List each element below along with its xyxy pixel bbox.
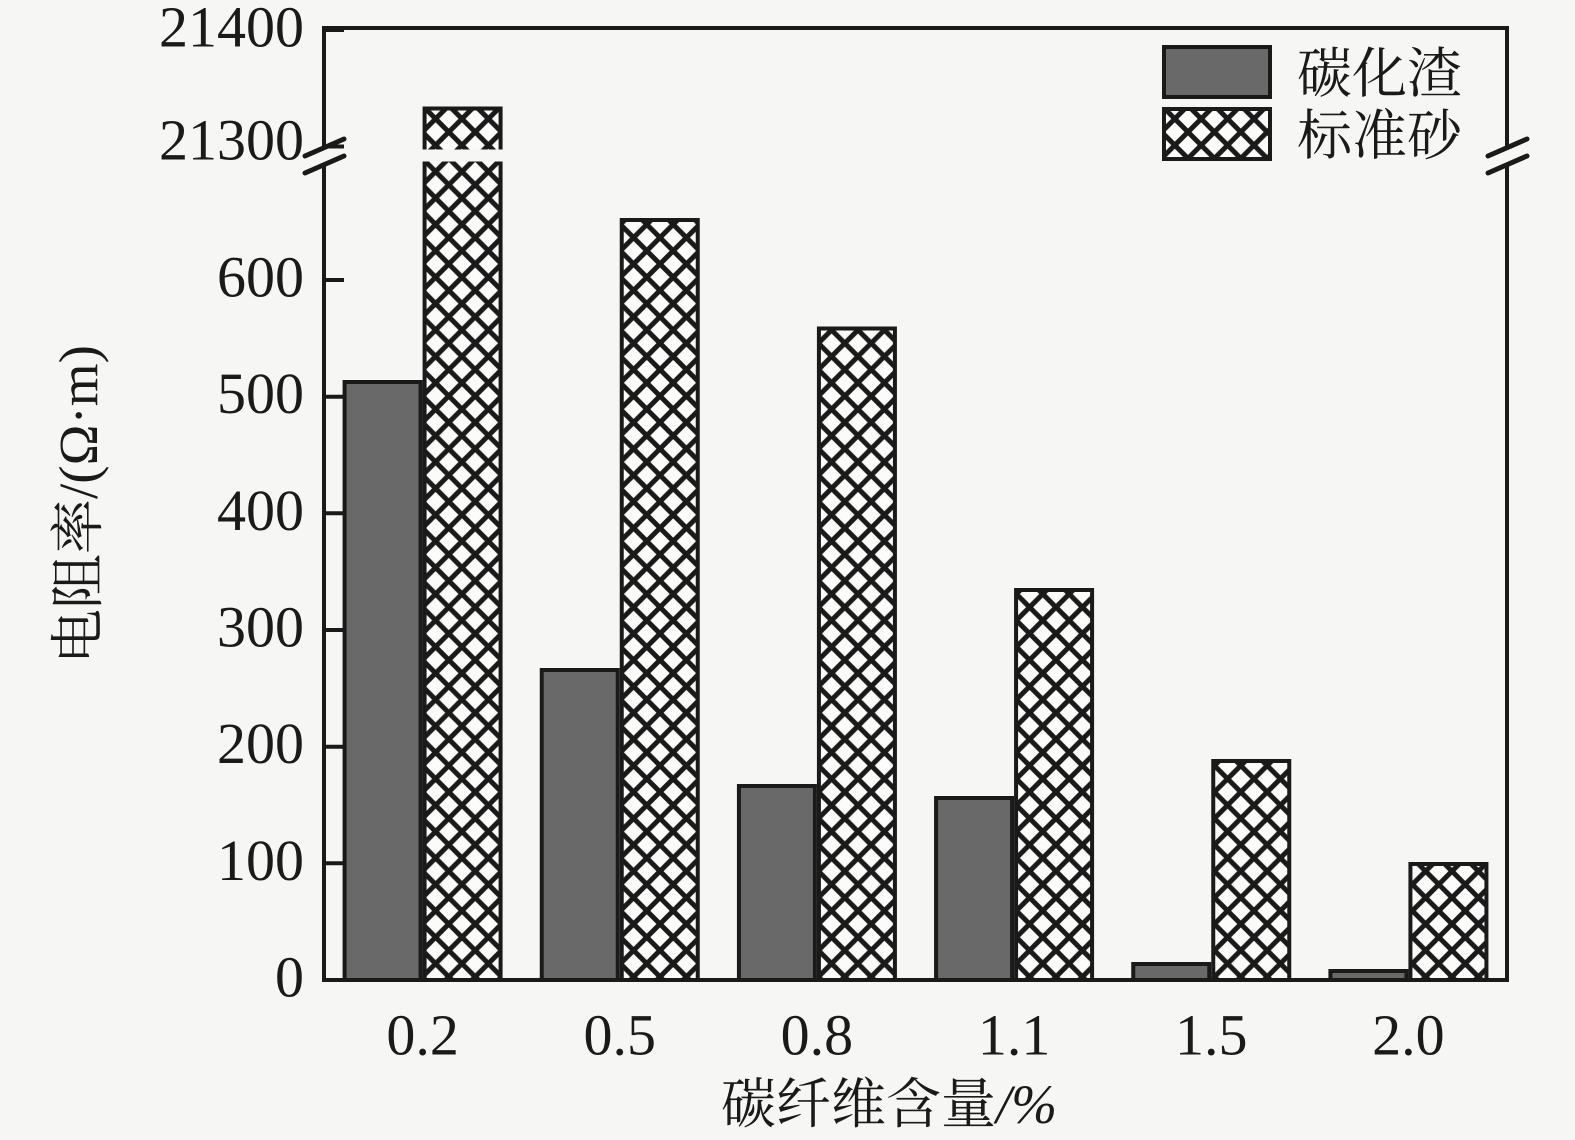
svg-text:0: 0 — [275, 945, 304, 1010]
svg-text:0.8: 0.8 — [781, 1003, 854, 1068]
svg-text:21300: 21300 — [159, 108, 304, 173]
svg-text:2.0: 2.0 — [1372, 1003, 1445, 1068]
svg-text:600: 600 — [217, 245, 304, 310]
svg-text:21400: 21400 — [159, 0, 304, 60]
svg-text:1.1: 1.1 — [978, 1003, 1051, 1068]
svg-text:/%: /% — [993, 1074, 1057, 1135]
svg-text:300: 300 — [217, 595, 304, 660]
svg-text:400: 400 — [217, 478, 304, 543]
svg-text:0.2: 0.2 — [386, 1003, 459, 1068]
svg-text:0.5: 0.5 — [584, 1003, 657, 1068]
svg-text:500: 500 — [217, 361, 304, 426]
svg-text:/(Ω·m): /(Ω·m) — [48, 345, 109, 499]
svg-text:1.5: 1.5 — [1175, 1003, 1248, 1068]
svg-text:100: 100 — [217, 828, 304, 893]
svg-text:200: 200 — [217, 711, 304, 776]
